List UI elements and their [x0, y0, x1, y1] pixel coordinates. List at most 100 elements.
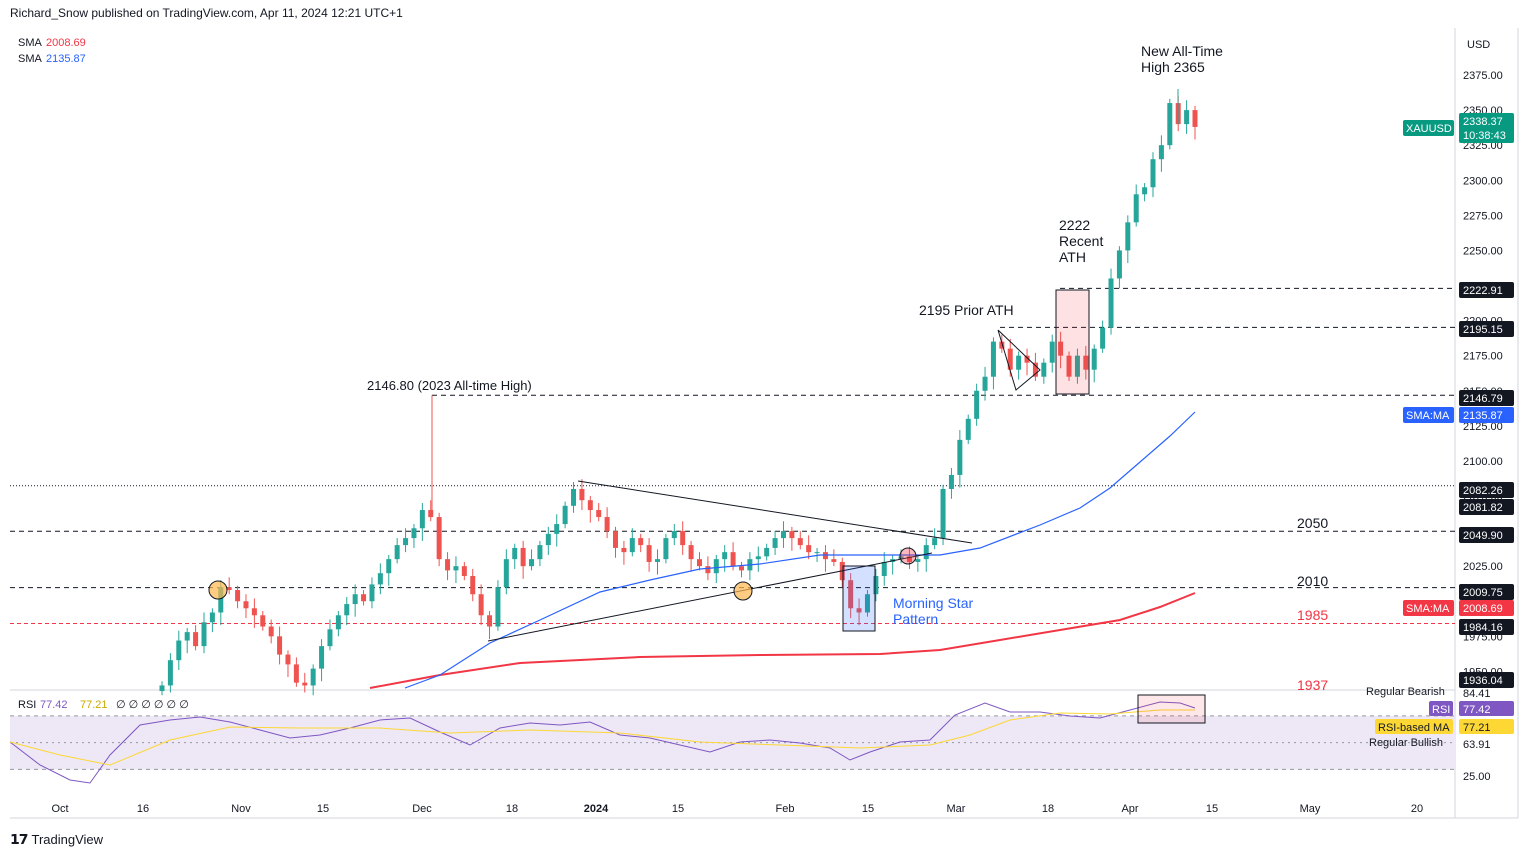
candle-body	[293, 664, 299, 683]
tradingview-logo[interactable]: 𝟭𝟳 TradingView	[10, 831, 103, 848]
candle-body	[881, 561, 887, 576]
time-tick-label: Oct	[51, 803, 68, 815]
candle-body	[310, 668, 316, 686]
candle-body	[831, 559, 837, 562]
candle-body	[705, 566, 711, 574]
candle-body	[1100, 327, 1106, 349]
price-tag: SMA:MA	[1406, 603, 1450, 615]
rsi-tick-label: 25.00	[1463, 771, 1491, 783]
price-label-bg	[1459, 321, 1514, 337]
price-label-countdown: 10:38:43	[1463, 130, 1506, 142]
price-tag: SMA:MA	[1406, 410, 1450, 422]
candle-body	[965, 418, 971, 440]
candle-body	[587, 500, 593, 511]
candle-body	[680, 531, 686, 546]
price-tag: XAUUSD	[1406, 123, 1452, 135]
candle-body	[864, 594, 870, 613]
candle-body	[629, 538, 635, 553]
candle-body	[898, 556, 904, 560]
price-tag-bg	[1403, 407, 1454, 423]
candle-body	[545, 533, 551, 546]
candle-body	[268, 626, 274, 637]
candle-body	[453, 566, 459, 571]
legend-sma2-value: 2135.87	[46, 53, 86, 65]
candle-body	[520, 547, 526, 567]
price-tick-label: 2300.00	[1463, 175, 1503, 187]
candle-body	[915, 559, 921, 562]
candle-body	[1074, 355, 1080, 377]
marker-circle	[899, 547, 917, 565]
sma-blue-line	[404, 411, 1196, 689]
time-tick-label: Feb	[776, 803, 795, 815]
candle-body	[579, 488, 585, 501]
rsi-regular-bullish: Regular Bullish	[1369, 737, 1443, 749]
candle-body	[932, 538, 938, 546]
price-label-bg	[1459, 113, 1514, 143]
candle-body	[1133, 194, 1139, 223]
candle-body	[1032, 362, 1038, 377]
candle-body	[352, 594, 358, 605]
candle-body	[722, 552, 728, 560]
candle-body	[990, 341, 996, 377]
rsi-value: 77.21	[1463, 722, 1491, 734]
annotation-1985: 1985	[1297, 607, 1328, 623]
candle-body	[419, 510, 425, 529]
candle-body	[1091, 348, 1097, 370]
candle-body	[361, 594, 367, 602]
candle-body	[159, 685, 165, 692]
candle-body	[655, 559, 661, 562]
time-tick-label: Nov	[231, 803, 251, 815]
candle-body	[369, 584, 375, 602]
candle-body	[394, 545, 400, 560]
rsi-ma-line	[9, 709, 1195, 766]
rsi-tag-bg	[1429, 701, 1453, 716]
price-label-bg	[1459, 407, 1514, 423]
rsi-tag: RSI	[1432, 704, 1450, 716]
candle-body	[906, 556, 912, 562]
annotation-recent-ath: ATH	[1059, 249, 1086, 265]
candle-body	[1142, 187, 1148, 195]
price-label: 2195.15	[1463, 324, 1503, 336]
time-tick-label: 18	[1042, 803, 1054, 815]
candle-body	[478, 594, 484, 616]
candle-body	[1058, 341, 1064, 356]
candle-body	[277, 636, 283, 655]
candle-body	[613, 531, 619, 548]
annotation-2010: 2010	[1297, 573, 1328, 589]
candle-body	[688, 545, 694, 560]
annotation-2050: 2050	[1297, 515, 1328, 531]
candle-body	[1116, 250, 1122, 279]
candle-body	[1007, 348, 1013, 370]
rsi-tag: RSI-based MA	[1378, 722, 1450, 734]
candle-body	[1083, 355, 1089, 370]
annotation-prior-ath: 2195 Prior ATH	[919, 302, 1014, 318]
annotation-2023-ath: 2146.80 (2023 All-time High)	[367, 378, 532, 393]
tv-brand-text: TradingView	[31, 832, 104, 847]
candle-body	[344, 604, 350, 616]
candles	[159, 96, 1198, 696]
annotation-new-ath: High 2365	[1141, 59, 1205, 75]
price-tick-label: 2250.00	[1463, 245, 1503, 257]
price-label: 2222.91	[1463, 285, 1503, 297]
candle-body	[436, 517, 442, 560]
legend-sma2-label: SMA	[18, 53, 43, 65]
candle-body	[957, 439, 963, 475]
candle-body	[243, 601, 249, 609]
candle-body	[193, 632, 199, 647]
price-label-bg	[1459, 282, 1514, 298]
triangle-upper-line	[577, 480, 973, 544]
candle-body	[386, 559, 392, 574]
candle-body	[529, 559, 535, 567]
candle-body	[487, 615, 493, 627]
candle-body	[621, 547, 627, 553]
currency-label: USD	[1467, 39, 1490, 51]
candle-body	[822, 552, 828, 560]
candle-body	[1016, 355, 1022, 370]
candle-body	[260, 615, 266, 627]
legend-rsi-value: 77.42	[40, 699, 68, 711]
candle-body	[1158, 145, 1164, 160]
candle-body	[604, 517, 610, 532]
candle-body	[218, 587, 224, 613]
price-label-bg	[1459, 584, 1514, 600]
